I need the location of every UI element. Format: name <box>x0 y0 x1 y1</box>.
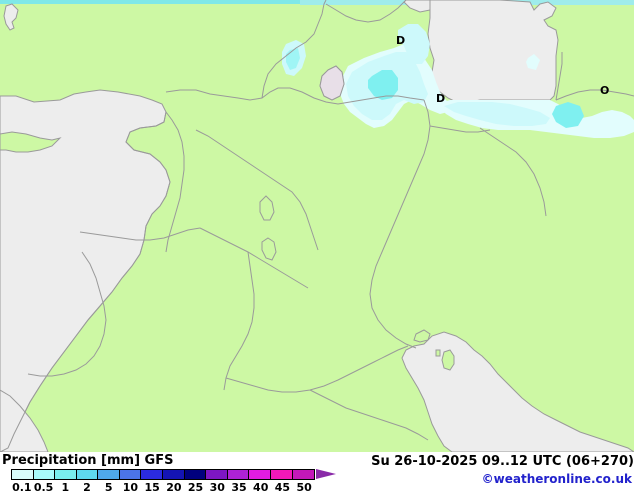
cyprus-island <box>0 131 62 153</box>
legend-tick-5: 5 <box>104 481 113 494</box>
qatar-peninsula <box>441 349 455 371</box>
levant-coastline <box>0 111 171 452</box>
map-footer: Precipitation [mm] GFS 0.1 0.5 1 2 5 10 15 20 25… <box>0 452 634 494</box>
legend-tick-20: 20 <box>166 481 182 494</box>
low-pressure-marker-central: D <box>436 92 445 105</box>
legend-swatch-40[interactable] <box>249 470 271 479</box>
legend-tick-15: 15 <box>144 481 160 494</box>
legend-color-bar[interactable] <box>11 469 315 480</box>
legend-swatch-50[interactable] <box>292 470 315 479</box>
black-sea <box>403 0 431 13</box>
precip-area-1-north <box>368 70 398 100</box>
legend-tick-0.1: 0.1 <box>12 481 32 494</box>
map-canvas[interactable] <box>0 0 634 452</box>
legend-swatch-35[interactable] <box>227 470 250 479</box>
legend-tick-40: 40 <box>253 481 269 494</box>
lake-urmia <box>319 65 345 101</box>
legend-tick-30: 30 <box>209 481 225 494</box>
precip-area-0.1-caspian-inner <box>526 54 540 70</box>
red-sea <box>0 389 49 452</box>
legend-swatch-5[interactable] <box>98 470 120 479</box>
legend-tick-2: 2 <box>83 481 91 494</box>
legend-tick-45: 45 <box>274 481 291 494</box>
legend-tick-35: 35 <box>231 481 247 494</box>
pressure-marker-east: O <box>600 84 609 97</box>
aegean-island <box>3 3 19 31</box>
caspian-sea <box>423 0 559 105</box>
precip-area-1-caspian-core <box>552 102 584 128</box>
legend-tick-10: 10 <box>122 481 139 494</box>
legend-overflow-arrow <box>316 469 336 479</box>
precip-area-0.5-caspian <box>444 102 550 126</box>
precip-area-0.5-northeast <box>398 24 430 64</box>
legend-tick-50: 50 <box>296 481 312 494</box>
legend-swatch-0.5[interactable] <box>33 470 56 479</box>
legend-swatch-2[interactable] <box>76 470 99 479</box>
legend-tick-1: 1 <box>61 481 70 494</box>
legend-title: Precipitation [mm] GFS <box>2 453 174 468</box>
legend-tick-0.5: 0.5 <box>33 481 54 494</box>
kuwait-bay-detail <box>413 329 431 343</box>
legend-swatch-25[interactable] <box>184 470 207 479</box>
low-pressure-marker-north: D <box>396 34 405 47</box>
precip-area-1-diamond-south <box>478 104 494 122</box>
legend-swatch-1[interactable] <box>55 470 77 479</box>
country-borders <box>27 0 634 441</box>
legend-swatch-15[interactable] <box>141 470 164 479</box>
legend-swatch-45[interactable] <box>270 470 293 479</box>
valid-time-label: Su 26-10-2025 09..12 UTC (06+270) <box>371 454 634 469</box>
legend-swatch-30[interactable] <box>206 470 228 479</box>
legend-swatch-0.1[interactable] <box>12 470 34 479</box>
bahrain-island <box>435 349 441 357</box>
copyright-label: ©weatheronline.co.uk <box>481 472 632 486</box>
precipitation-map[interactable]: D D O <box>0 0 634 452</box>
legend-swatch-10[interactable] <box>119 470 142 479</box>
legend-tick-25: 25 <box>187 481 204 494</box>
persian-gulf <box>401 331 634 452</box>
legend-swatch-20[interactable] <box>163 470 185 479</box>
legend-tick-labels: 0.1 0.5 1 2 5 10 15 20 25 30 35 40 45 50 <box>11 481 315 495</box>
